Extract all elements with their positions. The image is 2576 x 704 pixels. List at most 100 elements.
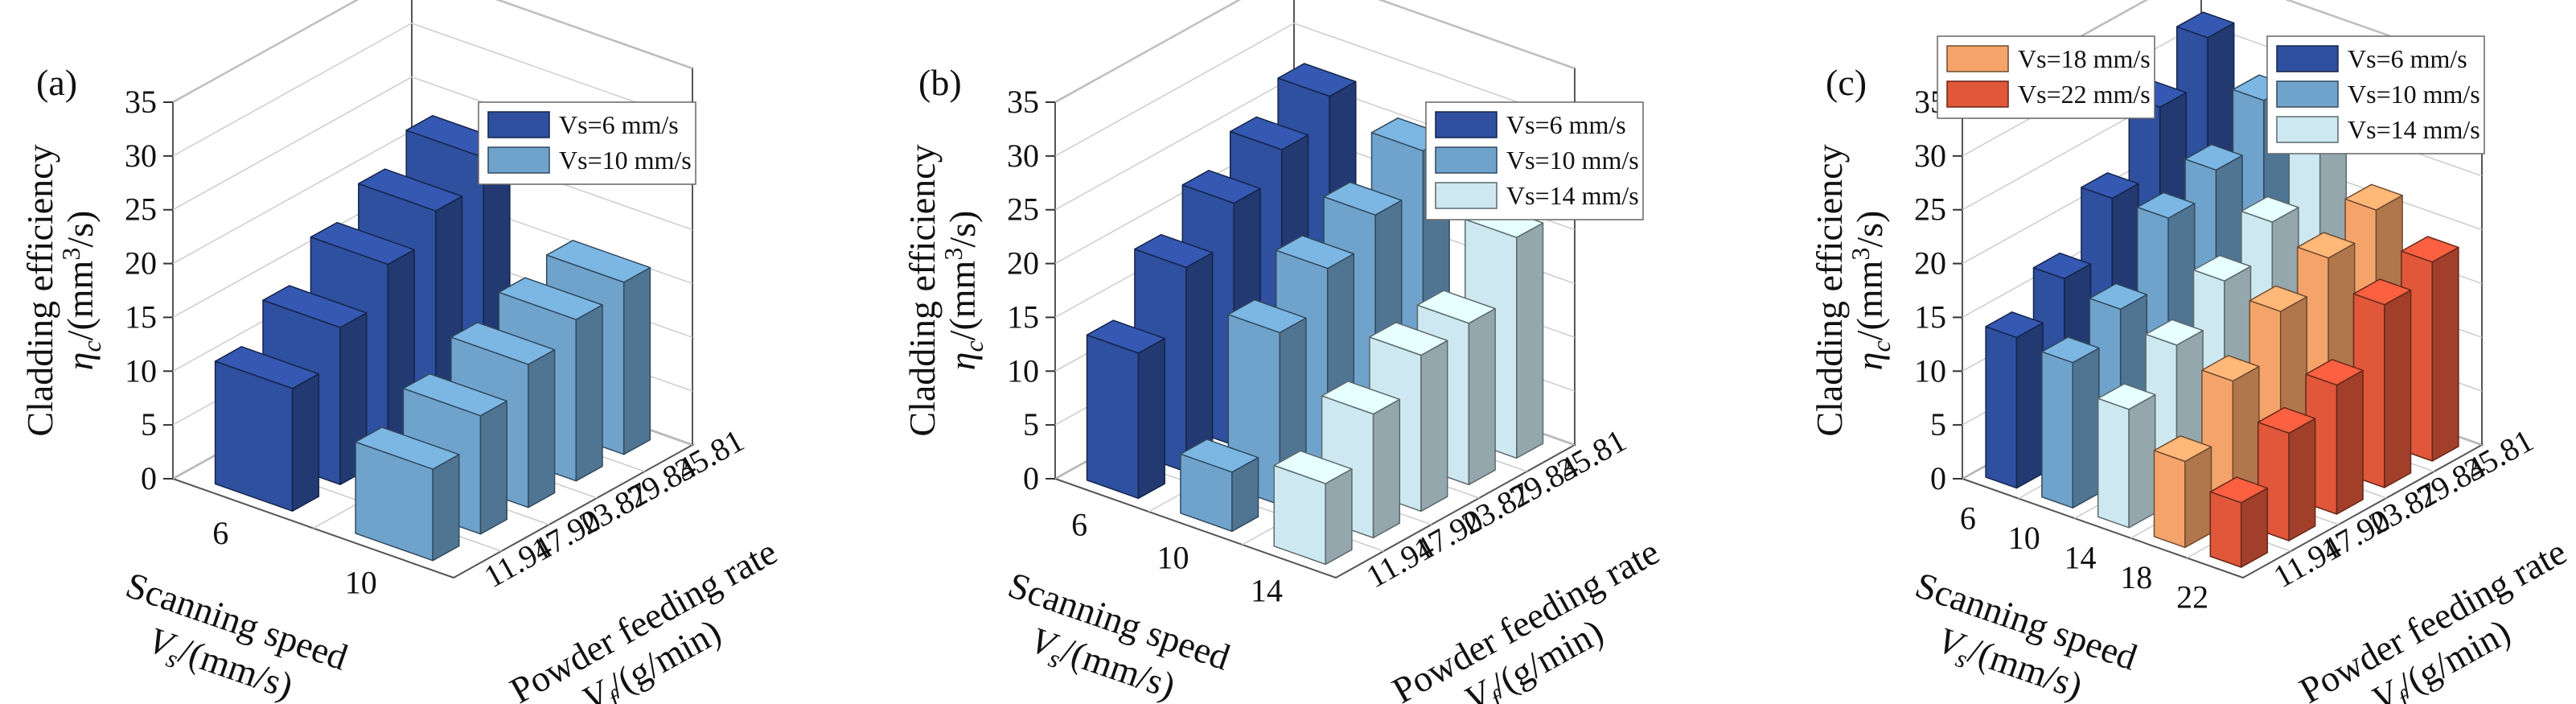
bar-top xyxy=(2145,319,2204,346)
z-tick-label: 30 xyxy=(125,138,157,174)
z-axis-title: ηc/(mm3/s) xyxy=(939,211,988,371)
bar-front xyxy=(1086,334,1140,500)
z-tick-label: 0 xyxy=(1930,460,1946,496)
z-axis-title: ηc/(mm3/s) xyxy=(1846,211,1896,371)
bar-top xyxy=(2209,476,2269,504)
bar-top xyxy=(355,426,460,470)
z-axis-title: Cladding efficiency xyxy=(1809,144,1850,436)
y-tick-label: 35.81 xyxy=(2459,422,2540,488)
bar-side xyxy=(575,304,603,482)
y-tick-label: 35.81 xyxy=(1551,422,1633,488)
bar-side xyxy=(2288,418,2316,541)
legend-swatch xyxy=(1435,146,1498,174)
z-axis-title-sup: 3 xyxy=(1846,248,1875,261)
bar-side xyxy=(1468,307,1496,486)
x-tick-label: 10 xyxy=(2008,520,2040,556)
z-tick-label: 15 xyxy=(125,298,157,335)
legend-label: Vs=10 mm/s xyxy=(559,146,692,175)
bar-front xyxy=(2209,491,2242,568)
bar-top xyxy=(545,240,651,283)
bar xyxy=(1985,311,2044,489)
bar-top xyxy=(2201,355,2260,382)
z-tick-label: 25 xyxy=(1914,191,1946,228)
bar-top xyxy=(2097,383,2156,410)
panel-label: (b) xyxy=(918,62,962,103)
legend-label: Vs=14 mm/s xyxy=(2348,115,2480,144)
bar-top xyxy=(2032,252,2092,280)
legend-label: Vs=14 mm/s xyxy=(1506,181,1639,210)
legend-swatch xyxy=(2276,45,2339,72)
bar-top xyxy=(2081,172,2139,200)
grid-line xyxy=(1054,23,1576,157)
bar-top xyxy=(1985,311,2044,339)
bar-side xyxy=(2072,347,2100,508)
bar-top xyxy=(310,221,415,266)
legend-label: Vs=6 mm/s xyxy=(2348,44,2467,73)
z-axis-title-sup: 3 xyxy=(56,248,85,261)
z-axis-title-sub: c xyxy=(77,340,106,352)
z-axis-title-symbol: η xyxy=(942,352,983,371)
grid-line xyxy=(1054,0,1576,103)
legend-swatch xyxy=(487,146,550,174)
bar-top xyxy=(1227,298,1307,334)
panel-label: (c) xyxy=(1826,62,1867,103)
z-axis-title: Cladding efficiency xyxy=(902,144,943,436)
z-axis-title-unit: /(mm xyxy=(60,260,101,340)
z-tick-label: 5 xyxy=(1023,406,1039,443)
x-tick-label: 18 xyxy=(2120,559,2152,595)
bar xyxy=(1180,438,1259,533)
z-tick-label: 5 xyxy=(141,406,157,443)
z-axis-title-unit: /s) xyxy=(1849,211,1890,248)
z-tick-label: 0 xyxy=(141,460,157,496)
bar-side xyxy=(1372,398,1401,539)
z-tick-label: 5 xyxy=(1930,406,1946,443)
x-tick-label: 14 xyxy=(1251,573,1283,609)
z-axis-title-sub: c xyxy=(959,340,988,352)
z-axis-title-unit: /(mm xyxy=(942,260,983,340)
bar-top xyxy=(214,346,320,389)
legend-swatch xyxy=(487,111,550,138)
panel-label: (a) xyxy=(36,62,77,103)
bar-top xyxy=(1416,290,1496,324)
bar-top xyxy=(2136,191,2196,219)
z-axis-title-unit: /s) xyxy=(942,211,983,248)
legend-label: Vs=10 mm/s xyxy=(2348,80,2480,109)
z-tick-label: 15 xyxy=(1914,298,1946,335)
legend-label: Vs=10 mm/s xyxy=(1506,146,1639,175)
bar-top xyxy=(1134,233,1214,269)
z-axis-title-symbol: η xyxy=(1849,352,1890,371)
legend-label: Vs=18 mm/s xyxy=(2018,44,2151,73)
x-tick-label: 10 xyxy=(1157,540,1189,576)
y-tick-label: 35.81 xyxy=(669,422,750,488)
z-axis-title-sup: 3 xyxy=(939,248,968,261)
x-tick-label: 10 xyxy=(345,564,377,600)
bar xyxy=(2153,435,2212,549)
bar-side xyxy=(1185,252,1214,473)
x-tick-label: 6 xyxy=(212,515,228,551)
bar xyxy=(2257,406,2316,541)
bar-top xyxy=(2184,143,2243,171)
bar-top xyxy=(2041,336,2100,364)
bar-side xyxy=(291,373,320,512)
bar xyxy=(1273,450,1353,566)
bar-top xyxy=(450,322,556,365)
legend-swatch xyxy=(1946,45,2009,72)
z-axis-title-symbol: η xyxy=(60,352,101,371)
z-tick-label: 0 xyxy=(1023,460,1039,496)
bar-top xyxy=(1086,319,1165,354)
legend-label: Vs=22 mm/s xyxy=(2018,80,2151,109)
z-tick-label: 30 xyxy=(1914,138,1946,174)
x-tick-label: 6 xyxy=(1960,500,1976,536)
bar-side xyxy=(622,266,651,455)
legend-swatch xyxy=(2276,116,2339,143)
z-tick-label: 20 xyxy=(1007,245,1039,282)
legend-label: Vs=6 mm/s xyxy=(559,110,679,139)
x-tick-label: 14 xyxy=(2064,540,2097,576)
bar-top xyxy=(2352,278,2412,306)
bar xyxy=(2209,476,2269,568)
bar-side xyxy=(2384,289,2412,488)
bar xyxy=(355,426,460,562)
x-tick-label: 6 xyxy=(1071,507,1087,543)
bar xyxy=(2041,336,2100,508)
